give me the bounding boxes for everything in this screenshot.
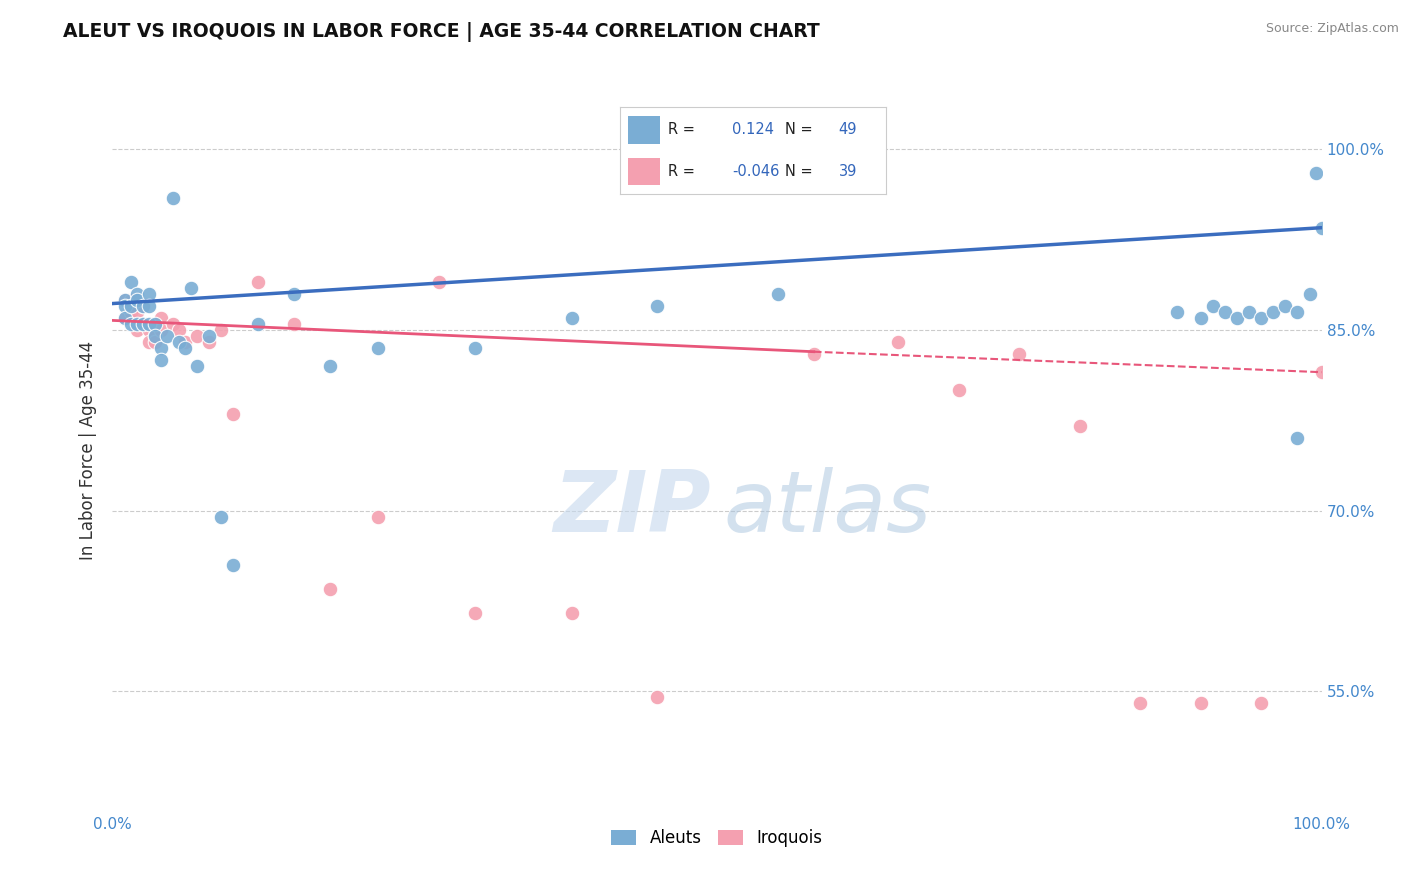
Point (283, 317, 305, 331)
Point (1166, 305, 1188, 319)
Point (174, 341, 197, 355)
Point (1069, 419, 1091, 434)
Text: Source: ZipAtlas.com: Source: ZipAtlas.com (1265, 22, 1399, 36)
Point (174, 335, 197, 350)
Point (1305, 167, 1327, 181)
Point (120, 293, 142, 307)
Point (1129, 697, 1152, 711)
Point (120, 275, 142, 289)
Point (149, 353, 172, 368)
Point (222, 407, 245, 422)
Point (1237, 305, 1260, 319)
Point (138, 323, 160, 337)
Text: atlas: atlas (723, 467, 931, 549)
Point (138, 317, 160, 331)
Point (948, 384, 970, 398)
Point (198, 335, 221, 350)
Point (1213, 305, 1236, 319)
Point (1310, 220, 1333, 235)
Point (209, 323, 232, 337)
Point (162, 317, 184, 331)
Point (125, 287, 148, 301)
Y-axis label: In Labor Force | Age 35-44: In Labor Force | Age 35-44 (79, 341, 97, 560)
Point (149, 323, 172, 337)
Point (114, 311, 136, 326)
Point (1298, 287, 1320, 301)
Point (766, 287, 789, 301)
Point (561, 311, 583, 326)
Point (132, 299, 155, 313)
Point (120, 299, 142, 313)
Point (803, 347, 825, 361)
Point (367, 509, 389, 524)
Point (645, 690, 668, 705)
Point (1263, 305, 1285, 319)
Text: ALEUT VS IROQUOIS IN LABOR FORCE | AGE 35-44 CORRELATION CHART: ALEUT VS IROQUOIS IN LABOR FORCE | AGE 3… (63, 22, 820, 42)
Point (143, 329, 166, 343)
Point (125, 299, 148, 313)
Point (367, 341, 389, 355)
Point (1310, 365, 1333, 379)
Point (125, 293, 148, 307)
Point (125, 305, 148, 319)
Point (132, 317, 155, 331)
Point (114, 293, 136, 307)
Point (143, 317, 166, 331)
Point (143, 329, 166, 343)
Point (561, 606, 583, 620)
Point (114, 293, 136, 307)
Point (132, 299, 155, 313)
Point (1250, 697, 1272, 711)
Point (167, 335, 190, 350)
Point (180, 281, 202, 295)
Point (246, 275, 269, 289)
Point (645, 299, 668, 313)
Point (209, 509, 232, 524)
Point (143, 335, 166, 350)
Point (114, 299, 136, 313)
Point (198, 329, 221, 343)
Point (149, 311, 172, 326)
Point (125, 323, 148, 337)
Point (887, 335, 910, 350)
Point (120, 317, 142, 331)
Point (1226, 311, 1249, 326)
Point (138, 299, 160, 313)
Point (162, 191, 184, 205)
Point (222, 558, 245, 572)
Point (1189, 311, 1212, 326)
Point (1008, 347, 1031, 361)
Point (1202, 299, 1225, 313)
Legend: Aleuts, Iroquois: Aleuts, Iroquois (605, 822, 830, 854)
Point (156, 329, 179, 343)
Point (319, 359, 342, 374)
Point (149, 341, 172, 355)
Point (114, 311, 136, 326)
Point (246, 317, 269, 331)
Point (1189, 697, 1212, 711)
Text: ZIP: ZIP (554, 467, 711, 549)
Point (464, 606, 486, 620)
Point (1274, 299, 1296, 313)
Point (427, 275, 450, 289)
Point (125, 317, 148, 331)
Point (1286, 432, 1309, 446)
Point (283, 287, 305, 301)
Point (464, 341, 486, 355)
Point (138, 335, 160, 350)
Point (167, 323, 190, 337)
Point (186, 329, 208, 343)
Point (1286, 305, 1309, 319)
Point (138, 287, 160, 301)
Point (132, 317, 155, 331)
Point (120, 305, 142, 319)
Point (1250, 311, 1272, 326)
Point (319, 582, 342, 596)
Point (186, 359, 208, 374)
